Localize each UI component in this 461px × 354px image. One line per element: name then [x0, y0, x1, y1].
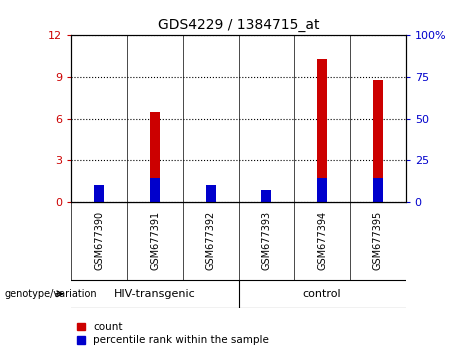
- Legend: count, percentile rank within the sample: count, percentile rank within the sample: [77, 322, 269, 345]
- Text: GSM677393: GSM677393: [261, 211, 272, 270]
- Title: GDS4229 / 1384715_at: GDS4229 / 1384715_at: [158, 18, 319, 32]
- Bar: [150, 178, 160, 202]
- Text: genotype/variation: genotype/variation: [5, 289, 97, 299]
- Text: GSM677391: GSM677391: [150, 211, 160, 270]
- Text: HIV-transgenic: HIV-transgenic: [114, 289, 196, 299]
- Bar: [150, 112, 160, 202]
- Bar: [317, 59, 327, 202]
- Text: GSM677395: GSM677395: [373, 211, 383, 270]
- Bar: [261, 190, 272, 202]
- Text: GSM677392: GSM677392: [206, 211, 216, 270]
- Bar: [206, 185, 216, 202]
- Text: control: control: [303, 289, 342, 299]
- Bar: [373, 80, 383, 202]
- Bar: [95, 185, 104, 202]
- Bar: [373, 178, 383, 202]
- Text: GSM677394: GSM677394: [317, 211, 327, 270]
- Text: GSM677390: GSM677390: [95, 211, 104, 270]
- Bar: [261, 197, 272, 202]
- Bar: [95, 185, 104, 202]
- Bar: [206, 185, 216, 202]
- Bar: [317, 178, 327, 202]
